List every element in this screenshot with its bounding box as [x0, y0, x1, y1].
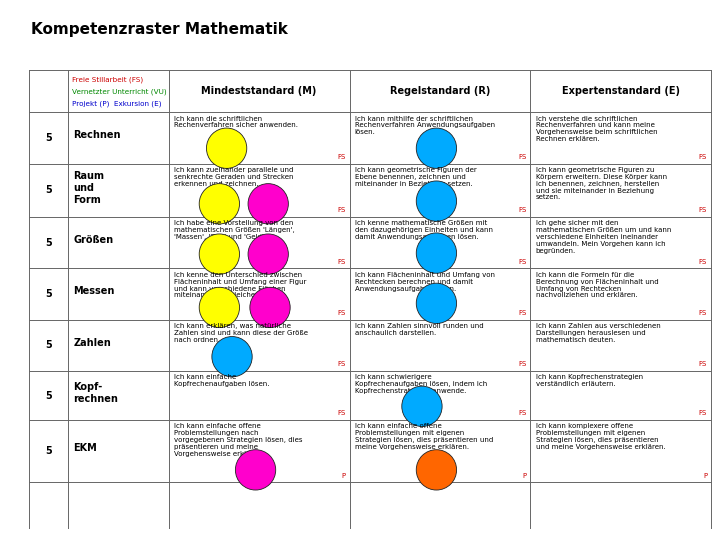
Text: Ich kann mithilfe der schriftlichen
Rechenverfahren Anwendungsaufgaben
lösen.: Ich kann mithilfe der schriftlichen Rech… [355, 116, 495, 136]
Ellipse shape [199, 234, 240, 274]
Text: FS: FS [337, 410, 346, 416]
Text: 5: 5 [45, 133, 52, 143]
Text: 5: 5 [45, 238, 52, 248]
Text: FS: FS [518, 154, 526, 160]
Text: Mindeststandard (M): Mindeststandard (M) [202, 86, 317, 96]
Ellipse shape [416, 128, 456, 168]
Text: Ich kann Zahlen aus verschiedenen
Darstellungen herauslesen und
mathematisch deu: Ich kann Zahlen aus verschiedenen Darste… [536, 323, 660, 343]
Text: Zahlen: Zahlen [73, 338, 111, 348]
Ellipse shape [212, 336, 252, 377]
Ellipse shape [207, 128, 247, 168]
Ellipse shape [199, 184, 240, 224]
Text: Ich verstehe die schriftlichen
Rechenverfahren und kann meine
Vorgehensweise bei: Ich verstehe die schriftlichen Rechenver… [536, 116, 657, 142]
Text: Ich kann Kopfrechenstrategien
verständlich erläutern.: Ich kann Kopfrechenstrategien verständli… [536, 374, 643, 387]
Text: Ich kann Zahlen sinnvoll runden und
anschaulich darstellen.: Ich kann Zahlen sinnvoll runden und ansc… [355, 323, 483, 336]
Text: FS: FS [699, 410, 707, 416]
Text: FS: FS [518, 361, 526, 367]
Text: FS: FS [518, 207, 526, 213]
Text: Ich gehe sicher mit den
mathematischen Größen um und kann
verschiedene Einheiten: Ich gehe sicher mit den mathematischen G… [536, 220, 671, 254]
Text: FS: FS [699, 154, 707, 160]
Text: Ich kann schwierigere
Kopfrechenaufgaben lösen, indem ich
Kopfrechenstrategien a: Ich kann schwierigere Kopfrechenaufgaben… [355, 374, 487, 394]
Text: Rechnen: Rechnen [73, 130, 121, 140]
Text: Ich kann einfache offene
Problemstellungen nach
vorgegebenen Strategien lösen, d: Ich kann einfache offene Problemstellung… [174, 423, 302, 457]
Text: 5: 5 [45, 185, 52, 195]
Text: Ich kenne mathematische Größen mit
den dazugehörigen Einheiten und kann
damit An: Ich kenne mathematische Größen mit den d… [355, 220, 492, 240]
Text: FS: FS [337, 207, 346, 213]
Ellipse shape [235, 450, 276, 490]
Text: FS: FS [518, 259, 526, 265]
Text: Ich kenne den Unterschied zwischen
Flächeninhalt und Umfang einer Figur
und kann: Ich kenne den Unterschied zwischen Fläch… [174, 272, 306, 299]
Text: FS: FS [337, 154, 346, 160]
Ellipse shape [402, 386, 442, 427]
Text: Ich kann geometrische Figuren zu
Körpern erweitern. Diese Körper kann
ich benenn: Ich kann geometrische Figuren zu Körpern… [536, 167, 667, 200]
Ellipse shape [248, 234, 289, 274]
Text: 5: 5 [45, 289, 52, 299]
Text: Expertenstandard (E): Expertenstandard (E) [562, 86, 680, 96]
Text: Ich kann die Formeln für die
Berechnung von Flächeninhalt und
Umfang von Rechtec: Ich kann die Formeln für die Berechnung … [536, 272, 658, 299]
Ellipse shape [416, 181, 456, 221]
Text: 5: 5 [45, 446, 52, 456]
Text: Größen: Größen [73, 235, 114, 245]
Text: Ich kann die schriftlichen
Rechenverfahren sicher anwenden.: Ich kann die schriftlichen Rechenverfahr… [174, 116, 298, 129]
Text: EKM: EKM [73, 443, 97, 454]
Text: Messen: Messen [73, 286, 115, 296]
Text: Ich kann zueinander parallele und
senkrechte Geraden und Strecken
erkennen und z: Ich kann zueinander parallele und senkre… [174, 167, 293, 187]
Text: FS: FS [337, 310, 346, 316]
Text: FS: FS [337, 259, 346, 265]
Text: Raum
und
Form: Raum und Form [73, 171, 104, 205]
Ellipse shape [199, 287, 240, 328]
Ellipse shape [416, 450, 456, 490]
Text: FS: FS [518, 410, 526, 416]
Ellipse shape [250, 287, 290, 328]
Text: 5: 5 [45, 390, 52, 401]
Text: 5: 5 [45, 340, 52, 350]
Text: Freie Stillarbeit (FS): Freie Stillarbeit (FS) [72, 77, 143, 83]
Text: Regelstandard (R): Regelstandard (R) [390, 86, 490, 96]
Ellipse shape [416, 283, 456, 323]
Text: Vernetzter Unterricht (VU): Vernetzter Unterricht (VU) [72, 89, 166, 95]
Text: FS: FS [699, 259, 707, 265]
Text: Ich kann komplexere offene
Problemstellungen mit eigenen
Strategien lösen, dies : Ich kann komplexere offene Problemstellu… [536, 423, 665, 450]
Text: Ich kann einfache
Kopfrechenaufgaben lösen.: Ich kann einfache Kopfrechenaufgaben lös… [174, 374, 269, 387]
Text: P: P [522, 472, 526, 478]
Text: Ich kann Flächeninhalt und Umfang von
Rechtecken berechnen und damit
Anwendungsa: Ich kann Flächeninhalt und Umfang von Re… [355, 272, 495, 292]
Text: Ich habe eine Vorstellung von den
mathematischen Größen 'Längen',
'Massen', 'Zei: Ich habe eine Vorstellung von den mathem… [174, 220, 294, 240]
Text: FS: FS [699, 310, 707, 316]
Text: Ich kann einfache offene
Problemstellungen mit eigenen
Strategien lösen, dies pr: Ich kann einfache offene Problemstellung… [355, 423, 493, 450]
Ellipse shape [416, 233, 456, 273]
Text: FS: FS [518, 310, 526, 316]
Text: Kompetenzraster Mathematik: Kompetenzraster Mathematik [31, 22, 288, 37]
Text: FS: FS [699, 361, 707, 367]
Text: P: P [341, 472, 346, 478]
Text: FS: FS [337, 361, 346, 367]
Text: Projekt (P)  Exkursion (E): Projekt (P) Exkursion (E) [72, 100, 161, 107]
Text: Ich kann erklären, was natürliche
Zahlen sind und kann diese der Größe
nach ordn: Ich kann erklären, was natürliche Zahlen… [174, 323, 307, 343]
Text: Ich kann geometrische Figuren der
Ebene benennen, zeichnen und
miteinander in Be: Ich kann geometrische Figuren der Ebene … [355, 167, 477, 187]
Text: FS: FS [699, 207, 707, 213]
Text: P: P [703, 472, 707, 478]
Text: Kopf-
rechnen: Kopf- rechnen [73, 382, 118, 404]
Ellipse shape [248, 184, 289, 224]
